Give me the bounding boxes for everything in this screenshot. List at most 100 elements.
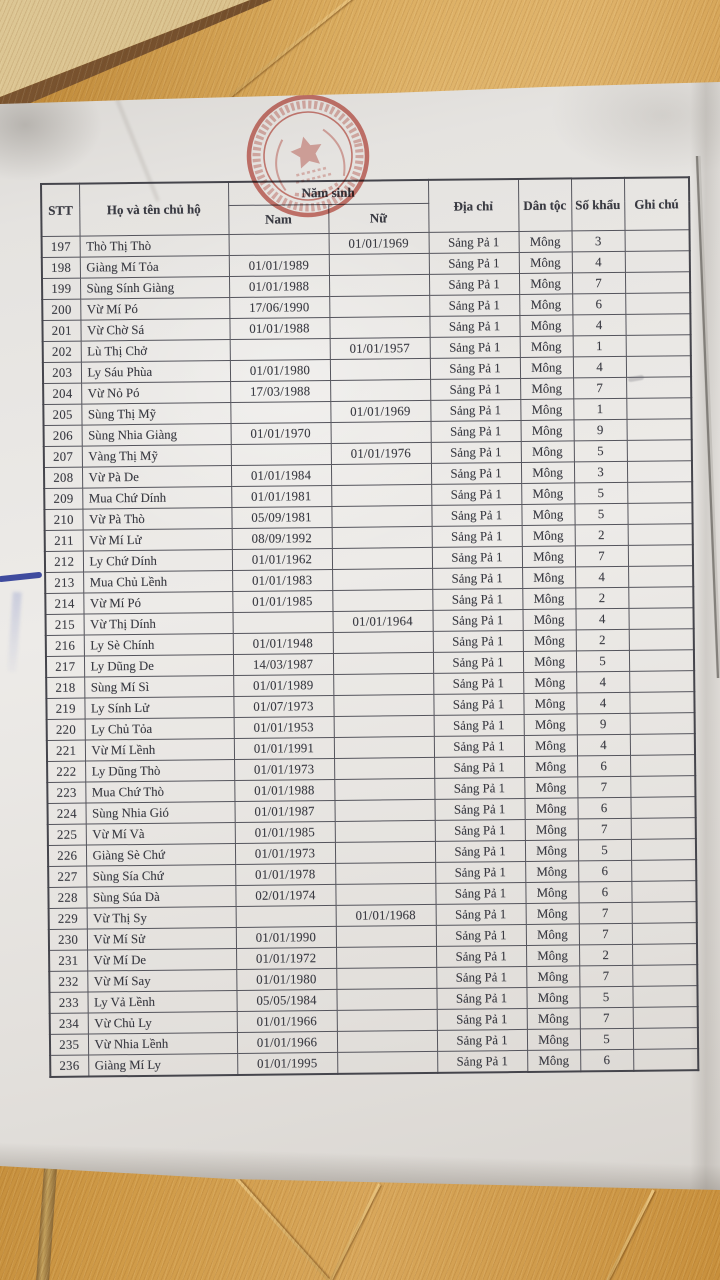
cell-note — [631, 859, 697, 882]
cell-note — [627, 544, 694, 567]
cell-address: Sảng Pả 1 — [430, 420, 521, 443]
cell-stt: 222 — [47, 761, 86, 783]
cell-stt: 224 — [47, 803, 86, 825]
cell-birth-male: 01/01/1978 — [235, 863, 336, 886]
cell-birth-female — [330, 463, 432, 486]
cell-note — [628, 628, 694, 651]
cell-stt: 214 — [45, 593, 84, 615]
cell-name: Vừ Chờ Sá — [80, 318, 230, 342]
cell-birth-female — [336, 946, 437, 969]
cell-stt: 231 — [49, 950, 88, 972]
cell-name: Vừ Thị Dính — [83, 612, 233, 636]
cell-stt: 213 — [45, 572, 84, 594]
cell-birth-female — [333, 715, 434, 738]
cell-birth-male: 01/01/1973 — [234, 842, 336, 865]
cell-household-size: 2 — [575, 587, 629, 609]
cell-name: Ly Dũng De — [83, 654, 234, 678]
header-stt: STT — [41, 183, 80, 237]
cell-stt: 199 — [42, 278, 81, 300]
cell-birth-male — [228, 233, 329, 256]
cell-birth-female: 01/01/1969 — [330, 400, 431, 423]
cell-note — [629, 670, 695, 693]
cell-note — [630, 754, 696, 777]
cell-birth-male: 01/01/1953 — [233, 716, 334, 739]
header-name: Họ và tên chủ hộ — [79, 182, 229, 237]
cell-address: Sảng Pả 1 — [434, 840, 526, 863]
cell-ethnicity: Mông — [519, 356, 574, 379]
cell-household-size: 4 — [576, 692, 630, 714]
cell-ethnicity: Mông — [524, 839, 579, 862]
cell-name: Vừ Thị Sy — [86, 906, 236, 930]
cell-birth-female — [328, 253, 429, 276]
cell-household-size: 6 — [580, 1049, 634, 1072]
cell-birth-female — [331, 484, 432, 507]
cell-name: Vừ Pà Thò — [82, 507, 232, 531]
cell-birth-female — [336, 1030, 438, 1053]
cell-address: Sảng Pả 1 — [434, 798, 525, 821]
cell-ethnicity: Mông — [526, 944, 580, 967]
cell-birth-male: 01/01/1966 — [236, 1031, 338, 1054]
cell-birth-male: 01/01/1973 — [234, 758, 335, 781]
cell-address: Sảng Pả 1 — [432, 630, 523, 653]
cell-household-size: 7 — [577, 776, 631, 798]
cell-name: Giàng Mí Ly — [88, 1053, 238, 1077]
cell-birth-female — [331, 505, 432, 528]
cell-ethnicity: Mông — [525, 881, 579, 904]
cell-note — [632, 943, 698, 966]
cell-name: Vừ Mí De — [87, 948, 237, 972]
cell-address: Sảng Pả 1 — [436, 945, 527, 968]
cell-note — [630, 775, 696, 798]
cell-ethnicity: Mông — [520, 419, 574, 442]
cell-birth-female — [336, 988, 437, 1011]
cell-birth-female — [328, 274, 430, 297]
cell-note — [632, 964, 698, 987]
cell-address: Sảng Pả 1 — [434, 756, 525, 779]
cell-household-size: 1 — [573, 398, 627, 420]
cell-household-size: 5 — [575, 650, 630, 672]
cell-stt: 215 — [45, 614, 84, 636]
cell-address: Sảng Pả 1 — [436, 987, 527, 1010]
cell-household-size: 4 — [576, 671, 630, 693]
cell-birth-female: 01/01/1969 — [328, 232, 429, 255]
cell-name: Giàng Mí Tỏa — [79, 255, 229, 279]
cell-note — [631, 922, 698, 945]
cell-household-size: 6 — [578, 881, 632, 903]
cell-ethnicity: Mông — [526, 1007, 580, 1030]
cell-household-size: 5 — [579, 1028, 634, 1050]
cell-birth-male: 01/01/1989 — [228, 254, 329, 277]
cell-birth-male: 01/01/1995 — [237, 1052, 338, 1075]
cell-address: Sảng Pả 1 — [432, 651, 524, 674]
cell-name: Ly Chủ Tỏa — [84, 717, 234, 741]
cell-birth-male: 01/01/1991 — [233, 737, 335, 760]
cell-birth-female — [335, 925, 437, 948]
cell-note — [629, 691, 695, 714]
cell-ethnicity: Mông — [522, 587, 576, 610]
cell-ethnicity: Mông — [524, 797, 578, 820]
cell-name: Giàng Sè Chứ — [85, 843, 236, 867]
cell-ethnicity: Mông — [522, 566, 576, 589]
cell-stt: 209 — [44, 488, 83, 510]
cell-birth-female — [335, 862, 436, 885]
cell-address: Sảng Pả 1 — [435, 924, 527, 947]
cell-birth-male — [230, 443, 331, 466]
cell-note — [624, 271, 691, 294]
cell-household-size: 6 — [578, 860, 632, 882]
cell-ethnicity: Mông — [521, 482, 575, 505]
cell-name: Ly Sè Chính — [83, 633, 233, 657]
cell-ethnicity: Mông — [518, 272, 573, 295]
cell-household-size: 4 — [571, 251, 625, 273]
cell-birth-female — [334, 841, 436, 864]
cell-address: Sảng Pả 1 — [431, 504, 522, 527]
cell-household-size: 7 — [578, 923, 633, 945]
cell-birth-female — [336, 1009, 437, 1032]
cell-birth-female — [334, 799, 435, 822]
cell-note — [628, 649, 695, 672]
cell-stt: 202 — [42, 341, 81, 363]
cell-note — [625, 313, 691, 336]
cell-birth-female: 01/01/1976 — [330, 442, 431, 465]
cell-household-size: 6 — [572, 293, 626, 315]
cell-note — [625, 334, 691, 357]
cell-stt: 230 — [48, 929, 88, 951]
cell-ethnicity: Mông — [521, 524, 575, 547]
cell-household-size: 7 — [571, 272, 626, 294]
